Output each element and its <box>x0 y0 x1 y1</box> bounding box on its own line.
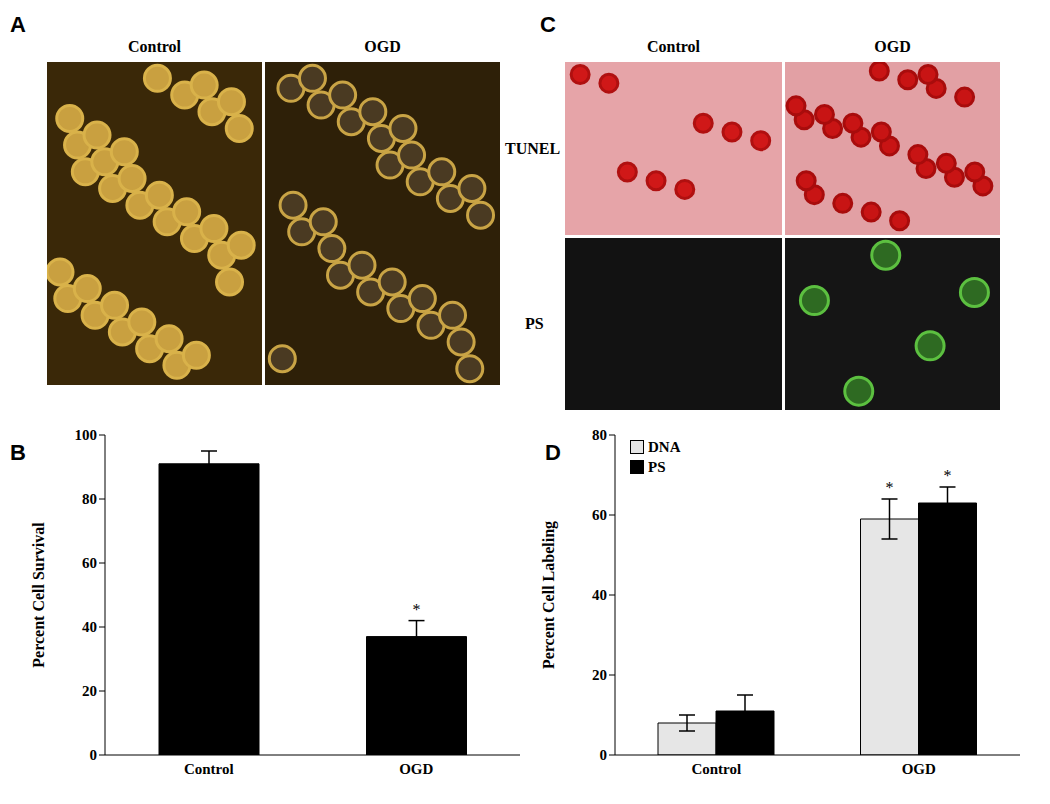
html-text:TUNEL: TUNEL <box>505 140 561 157</box>
html-text:PS: PS <box>648 458 666 475</box>
svg-text:20: 20 <box>82 683 97 699</box>
html-text:C: C <box>540 12 556 37</box>
html-text:B: B <box>10 440 26 465</box>
html-text:PS: PS <box>525 315 544 332</box>
svg-text:40: 40 <box>82 619 97 635</box>
svg-text:100: 100 <box>75 427 98 443</box>
svg-text:0: 0 <box>90 747 98 763</box>
html-text:A: A <box>10 12 26 37</box>
svg-text:Percent Cell Survival: Percent Cell Survival <box>30 522 47 668</box>
svg-text:0: 0 <box>600 747 608 763</box>
svg-text:60: 60 <box>82 555 97 571</box>
svg-text:80: 80 <box>82 491 97 507</box>
svg-text:*: * <box>413 601 421 618</box>
html-text:DNA: DNA <box>648 438 681 455</box>
svg-text:OGD: OGD <box>902 761 936 777</box>
html-text:Control: Control <box>647 38 700 55</box>
html-text:Control: Control <box>128 38 181 55</box>
svg-text:*: * <box>886 479 894 496</box>
svg-text:60: 60 <box>592 507 607 523</box>
html-text:OGD: OGD <box>364 38 401 55</box>
svg-text:20: 20 <box>592 667 607 683</box>
svg-text:*: * <box>944 467 952 484</box>
svg-text:40: 40 <box>592 587 607 603</box>
html-text:D: D <box>545 440 561 465</box>
html-text:OGD: OGD <box>874 38 911 55</box>
svg-text:Control: Control <box>691 761 741 777</box>
svg-text:80: 80 <box>592 427 607 443</box>
svg-text:Control: Control <box>184 761 234 777</box>
svg-text:OGD: OGD <box>399 761 433 777</box>
svg-text:Percent Cell Labeling: Percent Cell Labeling <box>540 521 558 669</box>
